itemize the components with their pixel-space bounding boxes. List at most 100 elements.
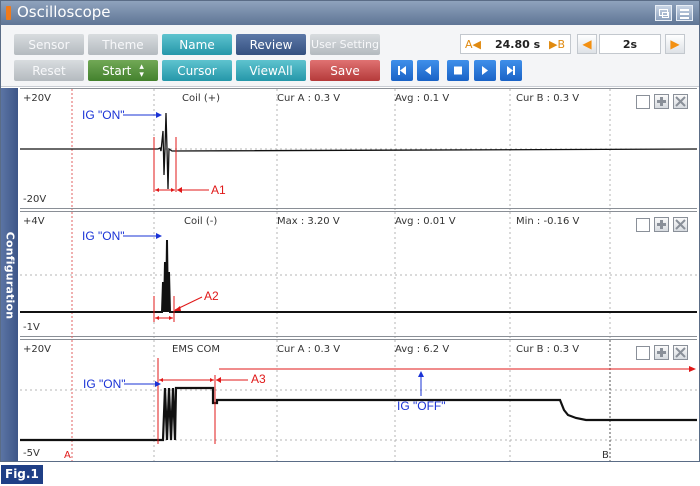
arrow-right-icon	[689, 366, 696, 372]
configuration-label: Configuration	[3, 231, 16, 320]
step-forward-icon	[482, 66, 488, 75]
sensor-button[interactable]: Sensor	[14, 34, 84, 55]
arrow-up-icon	[418, 371, 424, 377]
stat-1: Cur A : 0.3 V	[277, 344, 341, 355]
stat-3: Min : -0.16 V	[516, 216, 580, 227]
coil-minus-graph	[20, 212, 697, 338]
caret-right-icon: ▶	[670, 37, 680, 51]
restore-icon[interactable]	[655, 5, 672, 21]
channel-checkbox[interactable]	[636, 346, 650, 360]
channel-name: EMS COM	[172, 344, 220, 355]
figure-label: Fig.1	[1, 465, 43, 484]
arrow-left-icon	[177, 187, 182, 193]
coil-plus-graph	[20, 89, 697, 210]
time-readout: A◀ 24.80 s ▶B	[460, 34, 571, 54]
cursor-b-label: B	[602, 450, 609, 461]
time-value: 24.80 s	[495, 38, 541, 51]
a2-annotation: A2	[204, 289, 219, 303]
stat-3: Cur B : 0.3 V	[516, 93, 580, 104]
channel-checkbox[interactable]	[636, 218, 650, 232]
save-button[interactable]: Save	[310, 60, 380, 81]
caret-left-icon: ◀	[582, 37, 592, 51]
close-icon	[675, 347, 686, 358]
prev-frame-button[interactable]	[417, 60, 439, 81]
ig-on-annotation: IG "ON"	[82, 108, 125, 122]
arrow-right-icon	[171, 188, 175, 192]
y-max-label: +20V	[23, 344, 51, 355]
window-title: Oscilloscope	[17, 3, 111, 21]
stat-1: Max : 3.20 V	[277, 216, 340, 227]
step-back-icon	[425, 66, 431, 75]
expand-button[interactable]	[654, 94, 669, 109]
cursor-button[interactable]: Cursor	[162, 60, 232, 81]
spinner-icon: ▴ ▾	[139, 61, 144, 80]
arrow-right-icon	[210, 378, 214, 382]
theme-button[interactable]: Theme	[88, 34, 158, 55]
channel-panel-coil-plus[interactable]: +20V -20V Coil (+) Cur A : 0.3 V Avg : 0…	[20, 88, 697, 210]
stop-icon	[454, 66, 462, 75]
ems-com-trace	[20, 386, 697, 442]
close-icon	[675, 96, 686, 107]
expand-button[interactable]	[654, 217, 669, 232]
expand-button[interactable]	[654, 345, 669, 360]
arrow-right-icon	[156, 233, 162, 239]
close-channel-button[interactable]	[673, 94, 688, 109]
channel-name: Coil (-)	[184, 216, 218, 227]
viewall-button[interactable]: ViewAll	[236, 60, 306, 81]
start-button[interactable]: Start ▴ ▾	[88, 60, 158, 81]
plus-icon	[657, 97, 666, 106]
y-min-label: -20V	[23, 194, 47, 205]
skip-end-icon	[507, 66, 515, 75]
arrow-left-icon	[155, 316, 159, 320]
plus-icon	[657, 348, 666, 357]
channel-panel-coil-minus[interactable]: +4V -1V Coil (-) Max : 3.20 V Avg : 0.01…	[20, 211, 697, 338]
ig-on-annotation: IG "ON"	[82, 229, 125, 243]
y-min-label: -1V	[23, 322, 40, 333]
arrow-right-icon	[155, 381, 161, 387]
user-setting-button[interactable]: User Setting	[310, 34, 380, 55]
span-increase-button[interactable]: ▶	[665, 34, 685, 54]
y-min-label: -5V	[23, 448, 40, 459]
arrow-right-icon	[169, 316, 173, 320]
toolbar: Sensor Theme Name Review User Setting Re…	[1, 25, 699, 87]
stop-button[interactable]	[447, 60, 469, 81]
last-frame-button[interactable]	[500, 60, 522, 81]
arrow-left-icon	[155, 188, 159, 192]
close-channel-button[interactable]	[673, 345, 688, 360]
configuration-sidebar[interactable]	[1, 88, 18, 461]
close-channel-button[interactable]	[673, 217, 688, 232]
start-button-label: Start	[102, 63, 132, 78]
time-span-field[interactable]: 2s	[599, 34, 661, 54]
stat-2: Avg : 0.1 V	[395, 93, 450, 104]
ig-off-annotation: IG "OFF"	[397, 399, 446, 413]
menu-icon[interactable]	[676, 5, 693, 21]
next-frame-button[interactable]	[474, 60, 496, 81]
reset-button[interactable]: Reset	[14, 60, 84, 81]
app-icon	[6, 6, 11, 20]
y-max-label: +4V	[23, 216, 45, 227]
stat-2: Avg : 0.01 V	[395, 216, 456, 227]
review-button[interactable]: Review	[236, 34, 306, 55]
cursor-a-label: A	[64, 450, 71, 461]
span-decrease-button[interactable]: ◀	[577, 34, 597, 54]
channel-panel-ems-com[interactable]: +20V -5V EMS COM Cur A : 0.3 V Avg : 6.2…	[20, 339, 697, 461]
plus-icon	[657, 220, 666, 229]
ig-on-annotation: IG "ON"	[83, 377, 126, 391]
skip-start-icon	[398, 66, 406, 75]
first-frame-button[interactable]	[391, 60, 413, 81]
arrow-left-icon	[216, 377, 221, 383]
marker-a-label: A◀	[465, 38, 481, 51]
coil-minus-trace	[20, 239, 697, 313]
name-button[interactable]: Name	[162, 34, 232, 55]
arrow-right-icon	[156, 112, 162, 118]
stat-2: Avg : 6.2 V	[395, 344, 450, 355]
marker-b-label: ▶B	[549, 38, 566, 51]
title-bar: Oscilloscope	[1, 1, 699, 25]
channel-checkbox[interactable]	[636, 95, 650, 109]
close-icon	[675, 219, 686, 230]
configuration-label-wrap: Configuration	[1, 88, 18, 461]
a1-annotation: A1	[211, 183, 226, 197]
ems-com-graph	[20, 340, 697, 461]
coil-plus-trace	[20, 112, 697, 190]
arrow-left-icon	[174, 306, 181, 311]
